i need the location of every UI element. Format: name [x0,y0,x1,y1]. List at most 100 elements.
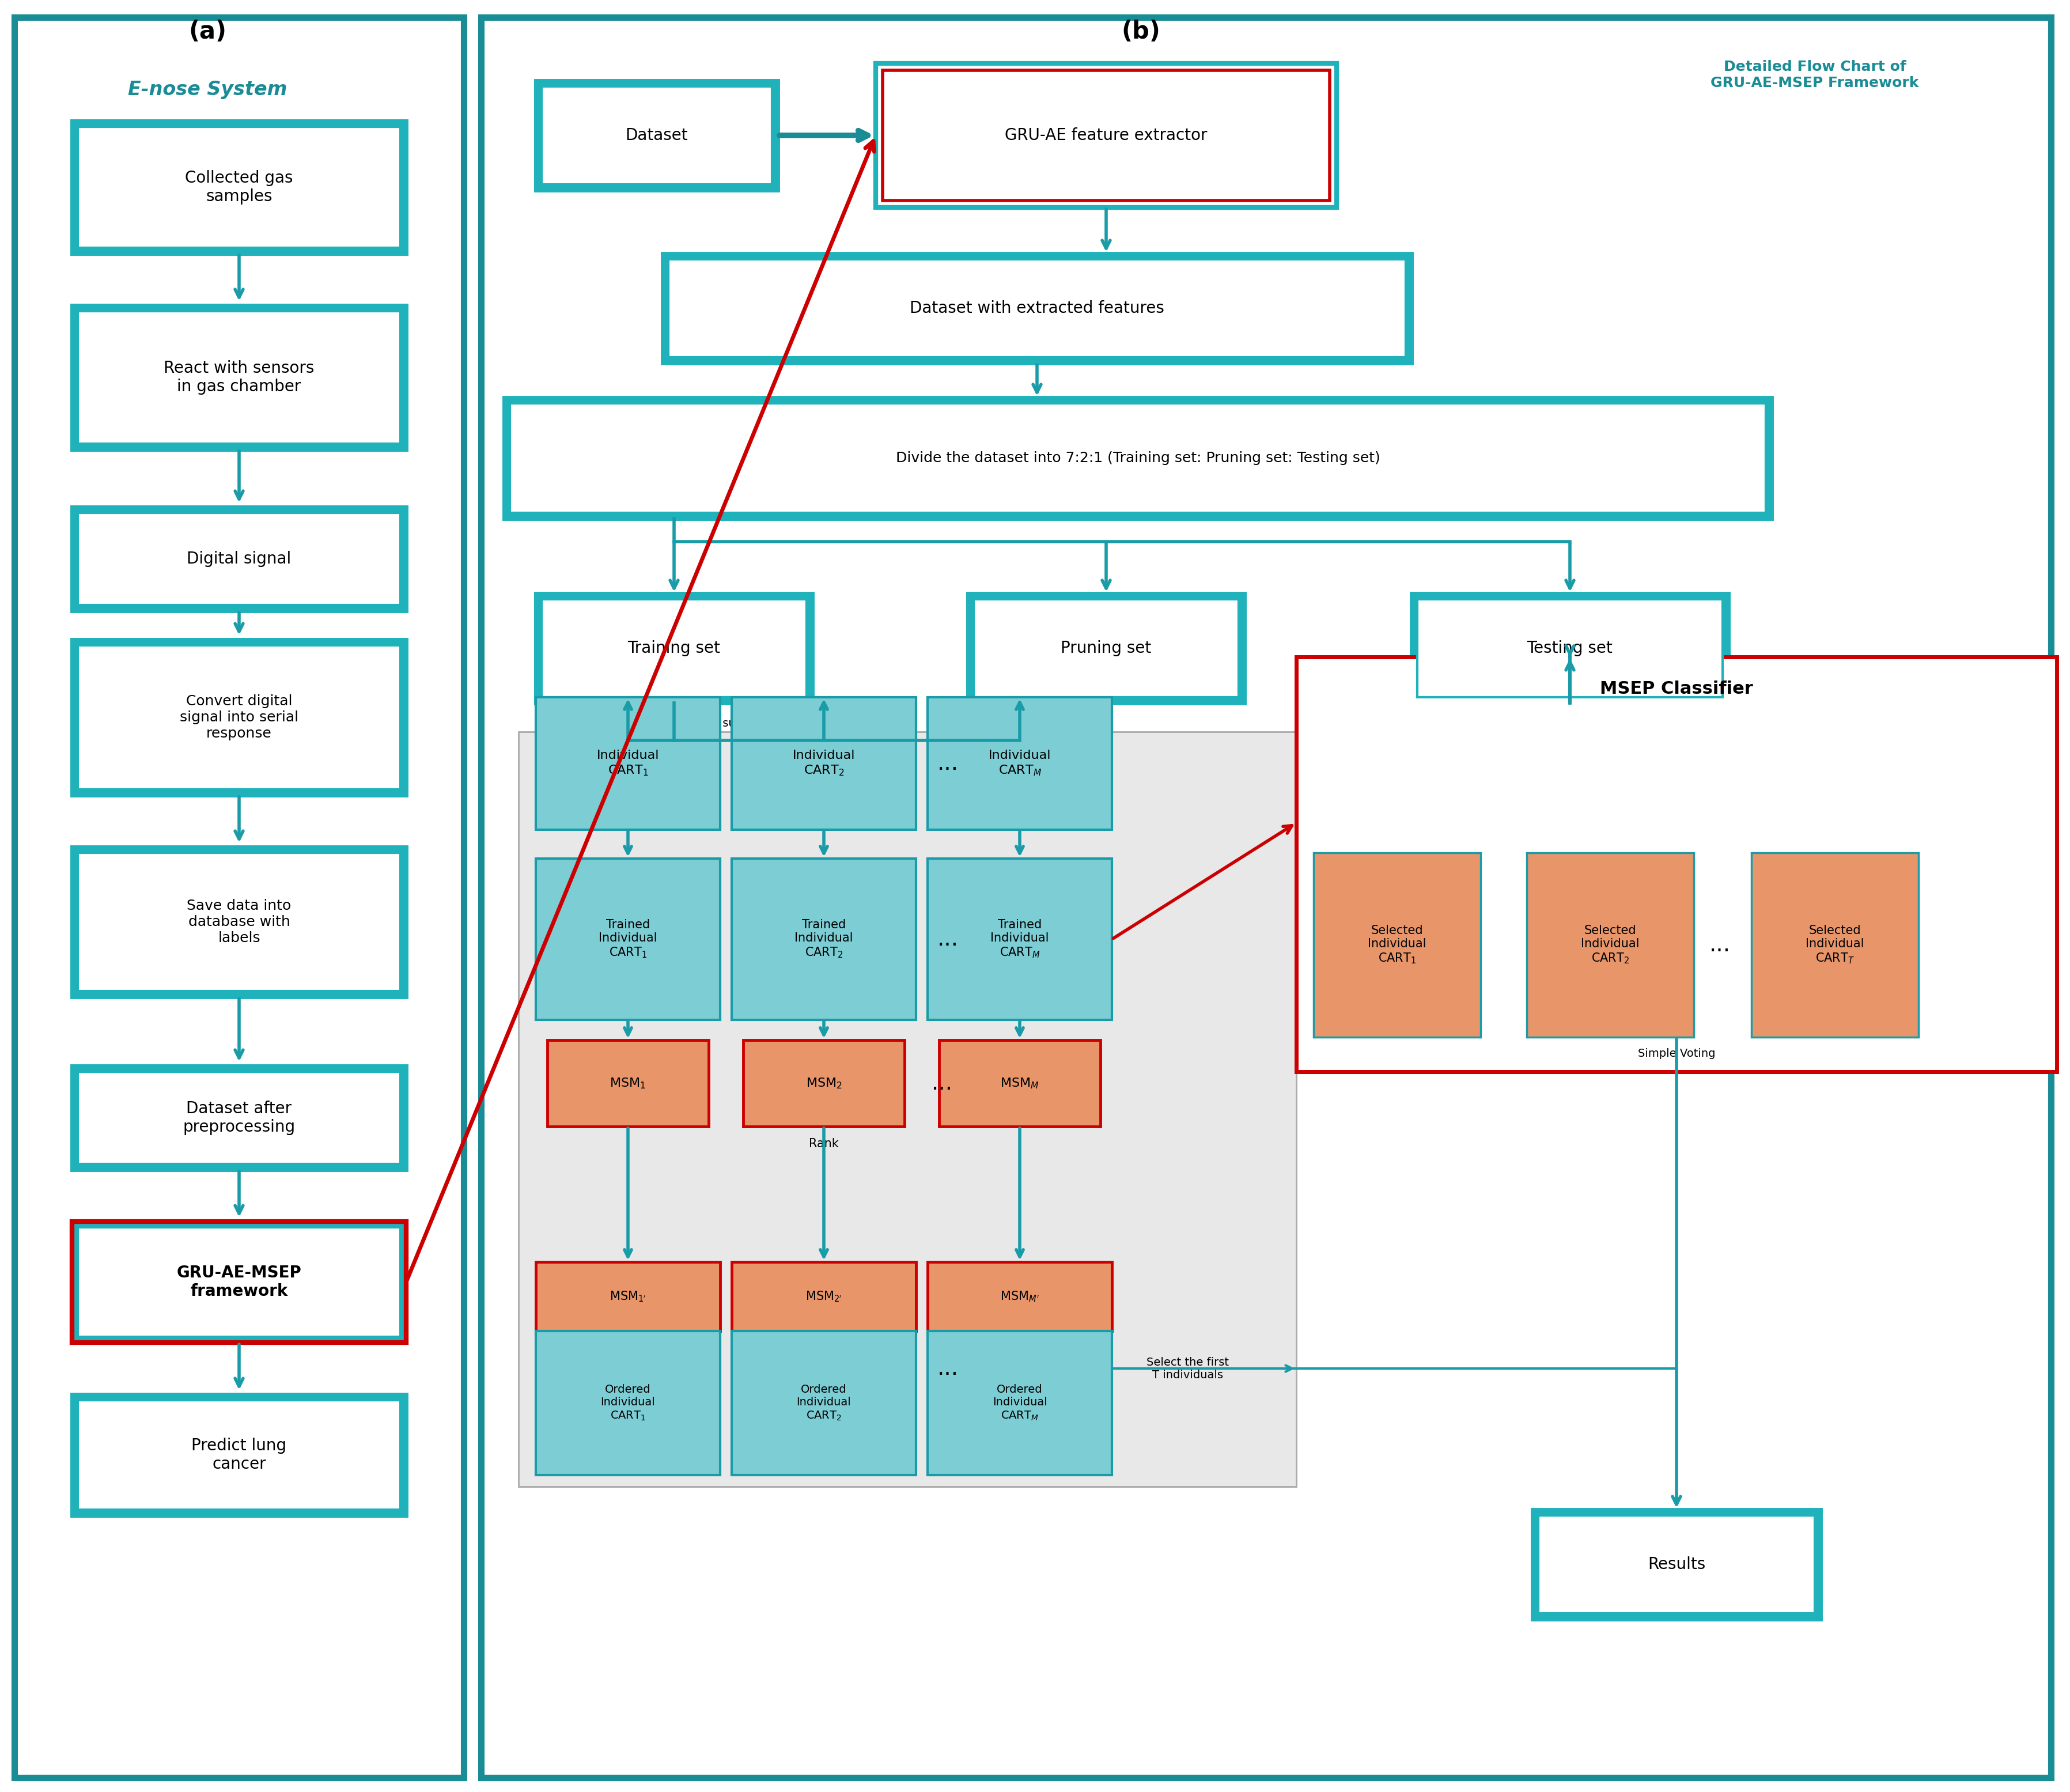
Text: Predict lung
cancer: Predict lung cancer [193,1437,286,1473]
FancyBboxPatch shape [1751,853,1919,1038]
Text: MSM$_1$: MSM$_1$ [611,1077,646,1090]
FancyBboxPatch shape [536,593,811,702]
Text: GRU-AE feature extractor: GRU-AE feature extractor [1004,127,1207,143]
FancyBboxPatch shape [546,1039,708,1127]
Text: Convert digital
signal into serial
response: Convert digital signal into serial respo… [180,695,298,740]
FancyBboxPatch shape [79,1228,400,1337]
Text: Pruning set: Pruning set [1060,640,1151,656]
FancyBboxPatch shape [505,398,1772,518]
Text: Save data into
database with
labels: Save data into database with labels [186,900,292,944]
FancyBboxPatch shape [876,63,1337,208]
FancyBboxPatch shape [731,1262,917,1331]
Text: (a): (a) [188,20,226,43]
FancyBboxPatch shape [79,1400,400,1509]
Text: Dataset after
preprocessing: Dataset after preprocessing [182,1100,296,1136]
Text: ...: ... [938,753,958,774]
FancyBboxPatch shape [72,507,406,611]
FancyBboxPatch shape [1296,658,2058,1072]
FancyBboxPatch shape [72,1222,406,1342]
FancyBboxPatch shape [72,122,406,253]
Text: Ordered
Individual
CART$_2$: Ordered Individual CART$_2$ [797,1383,851,1421]
FancyBboxPatch shape [1528,853,1693,1038]
FancyBboxPatch shape [1418,599,1722,697]
FancyBboxPatch shape [973,599,1238,697]
Text: Results: Results [1648,1555,1706,1572]
FancyBboxPatch shape [536,858,720,1020]
FancyBboxPatch shape [940,1039,1101,1127]
FancyBboxPatch shape [518,731,1296,1487]
Text: MSM$_{M'}$: MSM$_{M'}$ [1000,1290,1039,1303]
FancyBboxPatch shape [79,127,400,247]
FancyBboxPatch shape [927,1331,1112,1475]
Text: Ordered
Individual
CART$_1$: Ordered Individual CART$_1$ [600,1383,656,1421]
Text: Dataset: Dataset [625,127,687,143]
Text: Digital signal: Digital signal [186,550,292,566]
Text: Individual
CART$_M$: Individual CART$_M$ [989,749,1052,778]
FancyBboxPatch shape [542,86,772,185]
FancyBboxPatch shape [1412,593,1728,702]
FancyBboxPatch shape [536,81,778,190]
Text: Selected
Individual
CART$_1$: Selected Individual CART$_1$ [1368,925,1426,966]
FancyBboxPatch shape [79,1072,400,1165]
FancyBboxPatch shape [536,697,720,830]
Text: Trained
Individual
CART$_M$: Trained Individual CART$_M$ [989,919,1049,959]
Text: Training set: Training set [627,640,720,656]
Text: Dataset with extracted features: Dataset with extracted features [909,301,1163,317]
Text: E-nose System: E-nose System [128,81,288,99]
FancyBboxPatch shape [72,640,406,796]
FancyBboxPatch shape [536,1331,720,1475]
FancyBboxPatch shape [480,18,2051,1778]
Text: MSM$_{2'}$: MSM$_{2'}$ [805,1290,842,1303]
FancyBboxPatch shape [72,1066,406,1170]
Text: Rank: Rank [809,1138,838,1149]
Text: GRU-AE-MSEP
framework: GRU-AE-MSEP framework [176,1265,302,1299]
Text: ...: ... [932,1072,952,1095]
FancyBboxPatch shape [927,697,1112,830]
Text: Trained
Individual
CART$_1$: Trained Individual CART$_1$ [598,919,656,959]
FancyBboxPatch shape [542,599,807,697]
Text: Different sub-training sets: Different sub-training sets [669,717,818,729]
Text: MSM$_{1'}$: MSM$_{1'}$ [611,1290,646,1303]
FancyBboxPatch shape [79,853,400,991]
FancyBboxPatch shape [1314,853,1480,1038]
Text: Individual
CART$_1$: Individual CART$_1$ [596,749,658,778]
Text: Testing set: Testing set [1528,640,1613,656]
Text: Select the first
T individuals: Select the first T individuals [1147,1357,1230,1380]
Text: React with sensors
in gas chamber: React with sensors in gas chamber [164,360,315,394]
FancyBboxPatch shape [72,1394,406,1516]
Text: Selected
Individual
CART$_2$: Selected Individual CART$_2$ [1581,925,1639,966]
FancyBboxPatch shape [536,1262,720,1331]
FancyBboxPatch shape [79,312,400,444]
Text: Trained
Individual
CART$_2$: Trained Individual CART$_2$ [795,919,853,959]
Text: ...: ... [938,1358,958,1380]
Text: Collected gas
samples: Collected gas samples [184,170,294,204]
Text: Detailed Flow Chart of
GRU-AE-MSEP Framework: Detailed Flow Chart of GRU-AE-MSEP Frame… [1710,59,1919,90]
Text: Individual
CART$_2$: Individual CART$_2$ [793,749,855,778]
FancyBboxPatch shape [927,858,1112,1020]
FancyBboxPatch shape [662,253,1412,364]
FancyBboxPatch shape [72,848,406,996]
FancyBboxPatch shape [969,593,1244,702]
FancyBboxPatch shape [927,1262,1112,1331]
FancyBboxPatch shape [882,70,1329,201]
Text: MSM$_2$: MSM$_2$ [805,1077,842,1090]
FancyBboxPatch shape [72,305,406,450]
FancyBboxPatch shape [743,1039,905,1127]
FancyBboxPatch shape [731,1331,917,1475]
FancyBboxPatch shape [1532,1509,1820,1620]
FancyBboxPatch shape [79,645,400,790]
Text: ...: ... [1710,934,1731,955]
Text: MSEP Classifier: MSEP Classifier [1600,681,1753,697]
FancyBboxPatch shape [14,18,464,1778]
Text: Divide the dataset into 7:2:1 (Training set: Pruning set: Testing set): Divide the dataset into 7:2:1 (Training … [896,452,1381,464]
Text: ...: ... [938,928,958,950]
Text: Simple Voting: Simple Voting [1637,1048,1716,1059]
Text: Ordered
Individual
CART$_M$: Ordered Individual CART$_M$ [992,1383,1047,1421]
FancyBboxPatch shape [731,858,917,1020]
FancyBboxPatch shape [669,260,1406,357]
FancyBboxPatch shape [1538,1516,1815,1613]
FancyBboxPatch shape [731,697,917,830]
Text: MSM$_M$: MSM$_M$ [1000,1077,1039,1090]
Text: Selected
Individual
CART$_T$: Selected Individual CART$_T$ [1805,925,1865,966]
FancyBboxPatch shape [79,513,400,606]
